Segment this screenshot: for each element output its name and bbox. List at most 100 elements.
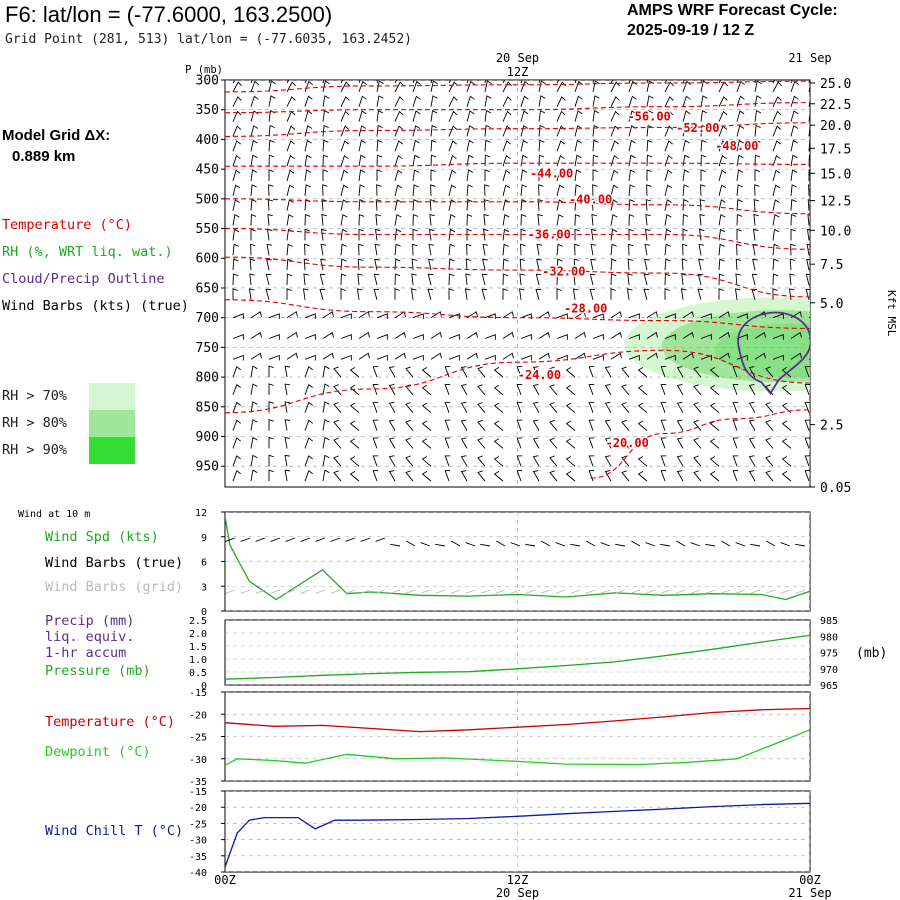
wind-barb [556,288,562,300]
wind-barb [718,273,725,286]
wind-barb-true [435,543,446,547]
wind-barb-true [465,542,476,547]
wind-barb [304,437,313,449]
wind-barb [250,154,258,167]
wind-barb [502,352,514,360]
contour-label: -32.00 [542,264,585,278]
wind-barb [781,438,792,449]
temperature-series-line [225,729,810,766]
wind-barb [410,288,417,300]
wind-barb [320,258,326,271]
wind-barb [628,228,634,241]
wind-barb [421,438,432,449]
wind-barb [394,81,404,93]
wind-barb [358,95,367,107]
wind-barb [752,228,759,241]
wind-barb [427,288,434,300]
wind-barb-grid [765,589,776,594]
y-tick-label: 850 [196,400,219,415]
wind-barb-grid [510,589,521,594]
wind-barb [232,383,241,396]
wind-barb [807,214,810,226]
wind-barb [466,125,475,137]
wind-barb [790,213,797,226]
dewpoint-label: Dewpoint (°C) [45,744,151,760]
wind-barb [698,243,705,256]
wind-barb [232,437,241,449]
temperature-contour [590,409,810,479]
wind-barb [637,402,648,414]
wind-barb [430,95,438,107]
wind-barb-grid [705,589,716,594]
wind-barb [772,243,779,256]
wind-barb [502,110,512,122]
wind-barb [664,110,674,122]
wind-barb [765,366,774,378]
wind-barb [565,402,576,414]
wind-barb-true [225,537,236,542]
wind-barb [477,437,486,449]
wind-barb [754,154,761,167]
wind-barb [646,95,654,107]
wind-spd-label: Wind Spd (kts) [45,529,159,545]
wind-barb [464,288,471,300]
wind-barb [250,331,262,339]
wind-barb [321,214,327,226]
wind-barb-true [270,537,281,542]
wind-barb [537,214,543,226]
wind-barb-grid [435,589,446,594]
precip-tick-label: 2.5 [189,616,207,627]
wind-barb [772,288,778,300]
wind-barb [333,419,342,431]
wind-barb [477,384,486,396]
wind-barb [565,420,576,431]
wind-barb-grid [405,589,416,594]
wind-tick-label: 3 [201,582,207,593]
wind-barb-true [570,543,581,547]
wind-barb-grid [600,589,611,594]
wind-barb-grid [735,589,746,594]
wind-barb [682,95,691,107]
wind-barb [646,184,652,196]
wind-barb [538,331,550,339]
wind-tick-label: 9 [201,533,207,544]
wind-barb [493,402,504,414]
wind-barb [448,273,455,286]
wind-barb-true [811,541,820,546]
wind-barb-grid [360,589,371,594]
wind-barb [268,139,275,152]
temperature-tick-label: -25 [189,733,207,744]
wind-barb [781,471,792,482]
wind-barb [466,110,475,122]
wind-barb [333,455,342,467]
wind-barb [754,110,762,122]
y-tick-label: 350 [196,103,219,118]
wind-barb [502,311,514,319]
pressure-tick-label: 965 [820,681,838,692]
wind-barb-true [735,542,746,547]
wind-barb [736,139,744,152]
wind-barb [412,125,421,137]
wind-barb [621,470,630,482]
wind-barb [732,419,739,431]
wind-barb [790,228,796,241]
wind-barb [232,228,240,241]
cloud-outline [737,311,810,395]
wind-barb [699,214,705,226]
wind-barb [477,470,486,482]
wind-barb [808,139,810,152]
wind-barb [628,313,640,319]
wind-barb [748,470,756,482]
temperature-tick-label: -35 [189,777,207,788]
wind-barb [700,154,707,167]
wind-barb [303,273,309,286]
wind-barb-grid [225,589,236,594]
wind-barb [610,288,616,300]
wind-barb [429,199,436,211]
wind-barb [268,124,275,137]
wind-barb [520,184,527,196]
wind-barb [628,154,636,167]
wind-barb [340,273,347,286]
wind-barb [519,258,526,271]
temperature-label: Temperature (°C) [45,714,176,730]
